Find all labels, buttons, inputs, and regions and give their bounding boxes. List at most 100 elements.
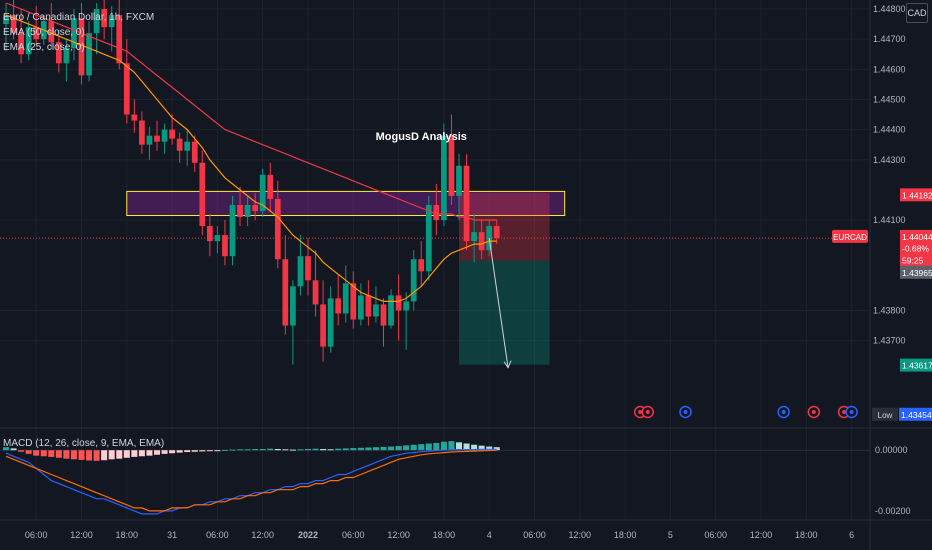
time-tick-label: 18:00 [116, 530, 139, 540]
time-tick-label: 12:00 [251, 530, 274, 540]
candle-body [184, 141, 191, 151]
macd-histogram-bar [48, 450, 55, 457]
calendar-event-dot [811, 410, 816, 414]
price-tick-label: 1.44300 [873, 155, 906, 165]
symbol-badge-text: EURCAD [833, 233, 867, 242]
candle-body [116, 15, 123, 64]
macd-histogram-bar [86, 450, 93, 461]
candle-body [123, 63, 130, 115]
candle-body [471, 232, 477, 242]
price-badge-text: 1.43965 [902, 268, 932, 278]
macd-histogram-bar [138, 450, 145, 457]
price-badge [900, 265, 932, 279]
projection-arrow [488, 238, 509, 368]
macd-histogram-bar [18, 450, 25, 452]
candle-body [55, 42, 62, 64]
candle-body [335, 298, 342, 314]
time-tick-label: 6 [849, 530, 854, 540]
time-tick-label: 12:00 [750, 530, 773, 540]
macd-histogram-bar [274, 448, 281, 451]
macd-histogram-bar [176, 450, 183, 453]
candle-body [10, 15, 17, 34]
macd-histogram-bar [33, 450, 40, 456]
price-tick-label: 1.44600 [873, 64, 906, 74]
macd-legend: MACD (12, 26, close, 9, EMA, EMA) [3, 438, 165, 449]
time-tick-label: 18:00 [795, 530, 818, 540]
candle-body [161, 129, 168, 142]
chart-legend: Euro / Canadian Dollar, 1h, FXCM EMA (50… [3, 10, 154, 55]
time-tick-label: 12:00 [569, 530, 592, 540]
candle-body [403, 301, 410, 311]
price-badge-text: 1.43454 [901, 410, 932, 420]
candle-body [146, 135, 153, 145]
macd-histogram-bar [365, 447, 372, 451]
ema-line [5, 2, 497, 221]
price-tick-label: 1.43800 [873, 305, 906, 315]
price-badge-text: 59:25 [902, 255, 924, 265]
candle-body [350, 283, 357, 320]
macd-histogram-bar [153, 450, 161, 455]
candle-body [206, 226, 213, 242]
ema25-legend: EMA (25, close, 0) [3, 42, 85, 53]
macd-histogram-bar [191, 450, 198, 452]
time-tick-label: 2022 [298, 530, 318, 540]
macd-histogram-bar [244, 449, 251, 451]
candle-body [493, 226, 500, 239]
candle-body [282, 259, 289, 326]
macd-histogram-bar [146, 450, 153, 456]
calendar-event-dot [842, 410, 847, 414]
macd-histogram-bar [214, 450, 221, 452]
time-tick-label: 5 [668, 530, 673, 540]
price-badge-text: -0.68% [902, 244, 929, 254]
time-tick-label: 18:00 [614, 530, 637, 540]
macd-histogram-bar [342, 448, 349, 451]
macd-histogram-bar [55, 450, 62, 458]
candle-body [274, 198, 281, 260]
macd-histogram-bar [199, 450, 206, 452]
calendar-event-dot [638, 410, 643, 414]
ema50-legend: EMA (50, close, 0) [3, 27, 85, 38]
candle-body [199, 162, 206, 227]
macd-histogram-bar [478, 445, 485, 451]
candle-body [433, 204, 440, 221]
candle-body [327, 298, 334, 347]
price-badge [900, 229, 932, 243]
macd-histogram-bar [221, 449, 228, 451]
candle-body [101, 9, 108, 28]
price-badge [900, 358, 932, 372]
candle-body [176, 138, 183, 151]
macd-histogram-bar [493, 447, 500, 451]
macd-histogram-bar [395, 445, 402, 451]
time-tick-label: 06:00 [206, 530, 229, 540]
annotation-text: MogusD Analysis [376, 131, 467, 143]
candle-body [154, 135, 160, 142]
candle-body [267, 174, 274, 199]
candle-body [191, 141, 198, 163]
macd-histogram-bar [418, 444, 425, 451]
candle-body [297, 256, 304, 287]
price-tick-label: 1.43700 [873, 336, 906, 346]
price-badge [900, 188, 932, 202]
time-tick-label: 06:00 [342, 530, 365, 540]
candle-body [395, 295, 402, 311]
macd-histogram-bar [320, 448, 327, 451]
macd-histogram-bar [327, 449, 334, 451]
time-tick-label: 31 [167, 530, 177, 540]
price-tick-label: 1.44800 [873, 4, 906, 14]
macd-histogram-bar [372, 447, 379, 451]
time-tick-label: 06:00 [704, 530, 727, 540]
macd-histogram-bar [40, 450, 47, 457]
calendar-event-dot [683, 410, 688, 414]
macd-histogram-bar [78, 450, 85, 460]
time-tick-label: 12:00 [387, 530, 410, 540]
currency-button[interactable]: CAD [906, 3, 928, 23]
macd-histogram-bar [123, 450, 130, 458]
macd-tick-label: 0.00000 [875, 445, 908, 455]
candle-body [222, 235, 228, 257]
macd-histogram-bar [357, 447, 364, 451]
candle-body [312, 280, 319, 305]
price-tick-label: 1.44400 [873, 125, 906, 135]
time-tick-label: 06:00 [25, 530, 48, 540]
candle-body [48, 21, 55, 43]
